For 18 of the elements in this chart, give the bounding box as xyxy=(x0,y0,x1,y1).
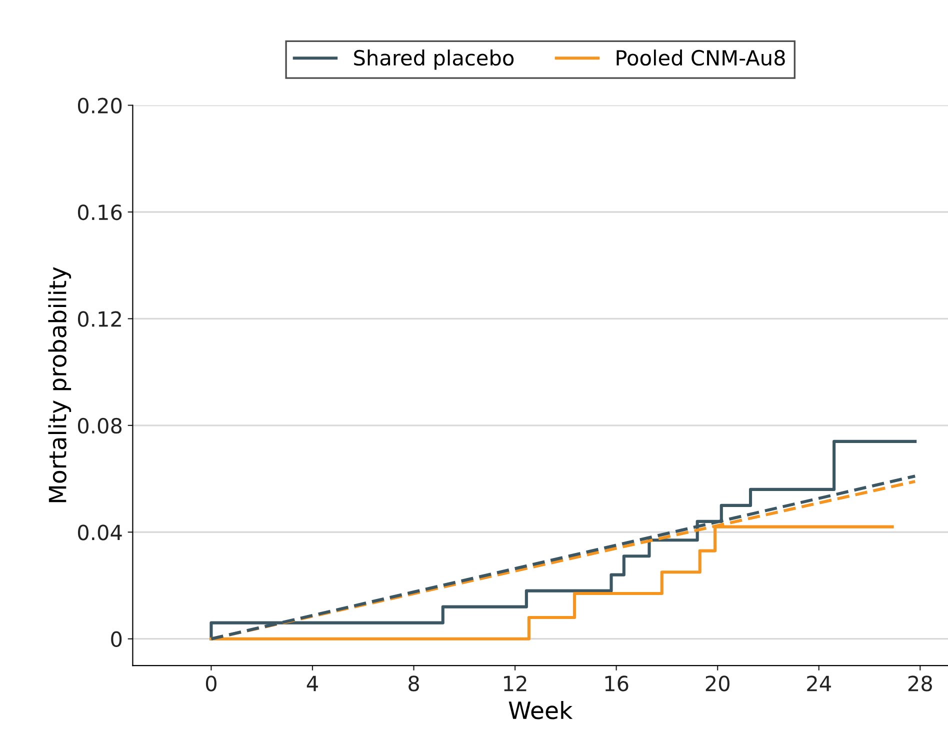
x-tick-label: 24 xyxy=(807,676,831,692)
y-tick-label: 0.20 xyxy=(78,98,122,114)
y-tick-label: 0 xyxy=(111,631,122,648)
y-axis-title: Mortality probability xyxy=(48,267,72,502)
x-tick-label: 8 xyxy=(408,676,419,692)
x-tick-label: 12 xyxy=(504,676,526,692)
y-tick-label: 0.04 xyxy=(78,524,122,540)
x-tick-label: 4 xyxy=(306,676,318,692)
y-tick-label: 0.12 xyxy=(78,311,121,327)
legend-label: Pooled CNM-Au8 xyxy=(616,50,785,66)
x-axis-title: Week xyxy=(508,700,573,720)
y-tick-label: 0.08 xyxy=(78,418,122,434)
x-tick-label: 20 xyxy=(706,676,730,692)
legend-label: Shared placebo xyxy=(354,50,514,70)
x-tick-label: 16 xyxy=(605,676,628,692)
x-tick-label: 28 xyxy=(908,676,932,692)
y-tick-label: 0.16 xyxy=(78,204,122,220)
x-tick-label: 0 xyxy=(206,676,216,692)
